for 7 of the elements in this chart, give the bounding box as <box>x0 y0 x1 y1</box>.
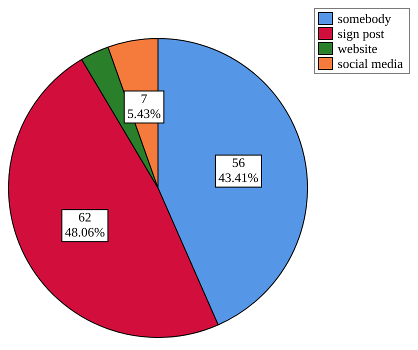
data-label: 56 43.41% <box>218 155 259 186</box>
legend-label: sign post <box>338 26 384 42</box>
legend-label: social media <box>338 56 403 72</box>
data-label: 7 5.43% <box>127 90 162 121</box>
legend-label: website <box>338 40 378 56</box>
legend-label: somebody <box>338 10 392 26</box>
data-label: 62 48.06% <box>64 210 106 240</box>
